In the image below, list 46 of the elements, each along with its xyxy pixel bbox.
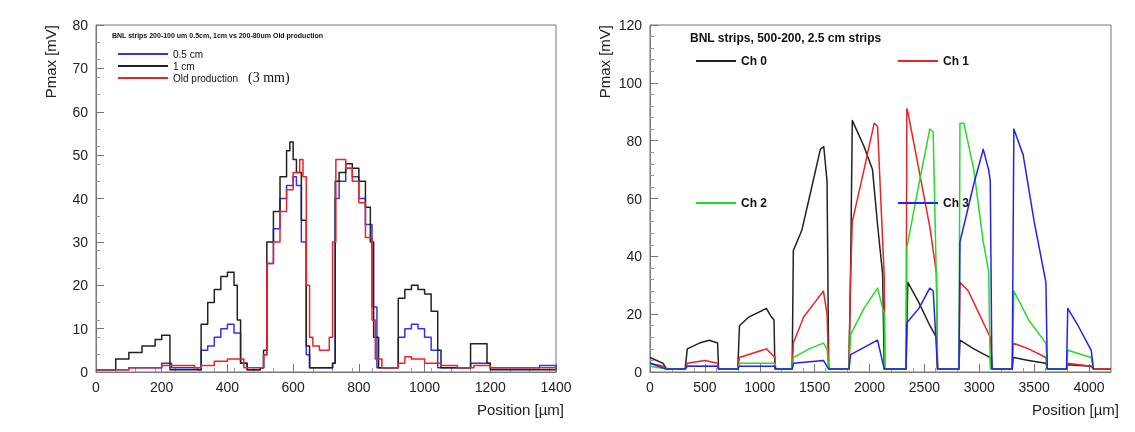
x-tick-label: 1000 — [408, 379, 441, 395]
y-tick-label: 40 — [72, 190, 89, 207]
x-tick-label: 800 — [347, 379, 371, 395]
x-tick-label: 200 — [150, 379, 174, 395]
x-tick-label: 3500 — [1018, 379, 1050, 395]
x-tick-label: 1500 — [799, 379, 831, 395]
x-tick-label: 1400 — [540, 379, 572, 395]
legend-label: Old production — [173, 72, 239, 84]
x-tick-label: 500 — [693, 379, 717, 395]
legend-label: Ch 2 — [741, 196, 768, 210]
x-axis-title: Position [µm] — [1031, 401, 1119, 418]
annotation: (3 mm) — [248, 69, 290, 86]
y-tick-label: 80 — [626, 132, 643, 149]
y-tick-label: 20 — [626, 306, 643, 323]
legend-label: Ch 0 — [741, 54, 768, 68]
x-tick-label: 1000 — [744, 379, 776, 395]
y-tick-label: 10 — [72, 320, 89, 337]
y-tick-label: 50 — [72, 147, 89, 164]
y-tick-label: 100 — [618, 74, 643, 91]
y-tick-label: 60 — [626, 190, 643, 207]
y-tick-label: 70 — [72, 60, 89, 77]
y-tick-label: 120 — [618, 17, 643, 33]
y-axis-title: Pmax [mV] — [596, 25, 613, 99]
legend-label: Ch 3 — [943, 196, 970, 210]
y-tick-label: 80 — [72, 17, 89, 33]
y-tick-label: 30 — [72, 233, 89, 250]
y-axis-title: Pmax [mV] — [42, 25, 59, 99]
x-tick-label: 600 — [281, 379, 306, 395]
legend-title: BNL strips, 500-200, 2.5 cm strips — [690, 31, 882, 45]
x-axis-title: Position [µm] — [476, 401, 564, 418]
legend-label: Ch 1 — [943, 54, 970, 68]
x-tick-label: 0 — [92, 379, 101, 395]
legend-label: 1 cm — [173, 60, 195, 72]
y-tick-label: 0 — [634, 364, 643, 380]
x-tick-label: 2000 — [853, 379, 886, 395]
y-tick-label: 60 — [72, 103, 89, 120]
y-tick-label: 0 — [80, 364, 89, 380]
x-tick-label: 3000 — [963, 379, 996, 395]
x-tick-label: 4000 — [1073, 379, 1105, 395]
x-tick-label: 1200 — [474, 379, 507, 395]
x-tick-label: 0 — [646, 379, 655, 395]
y-tick-label: 40 — [626, 248, 643, 265]
x-tick-label: 2500 — [908, 379, 941, 395]
y-tick-label: 20 — [72, 277, 89, 294]
legend-label: 0.5 cm — [173, 48, 204, 60]
x-tick-label: 400 — [215, 379, 240, 395]
